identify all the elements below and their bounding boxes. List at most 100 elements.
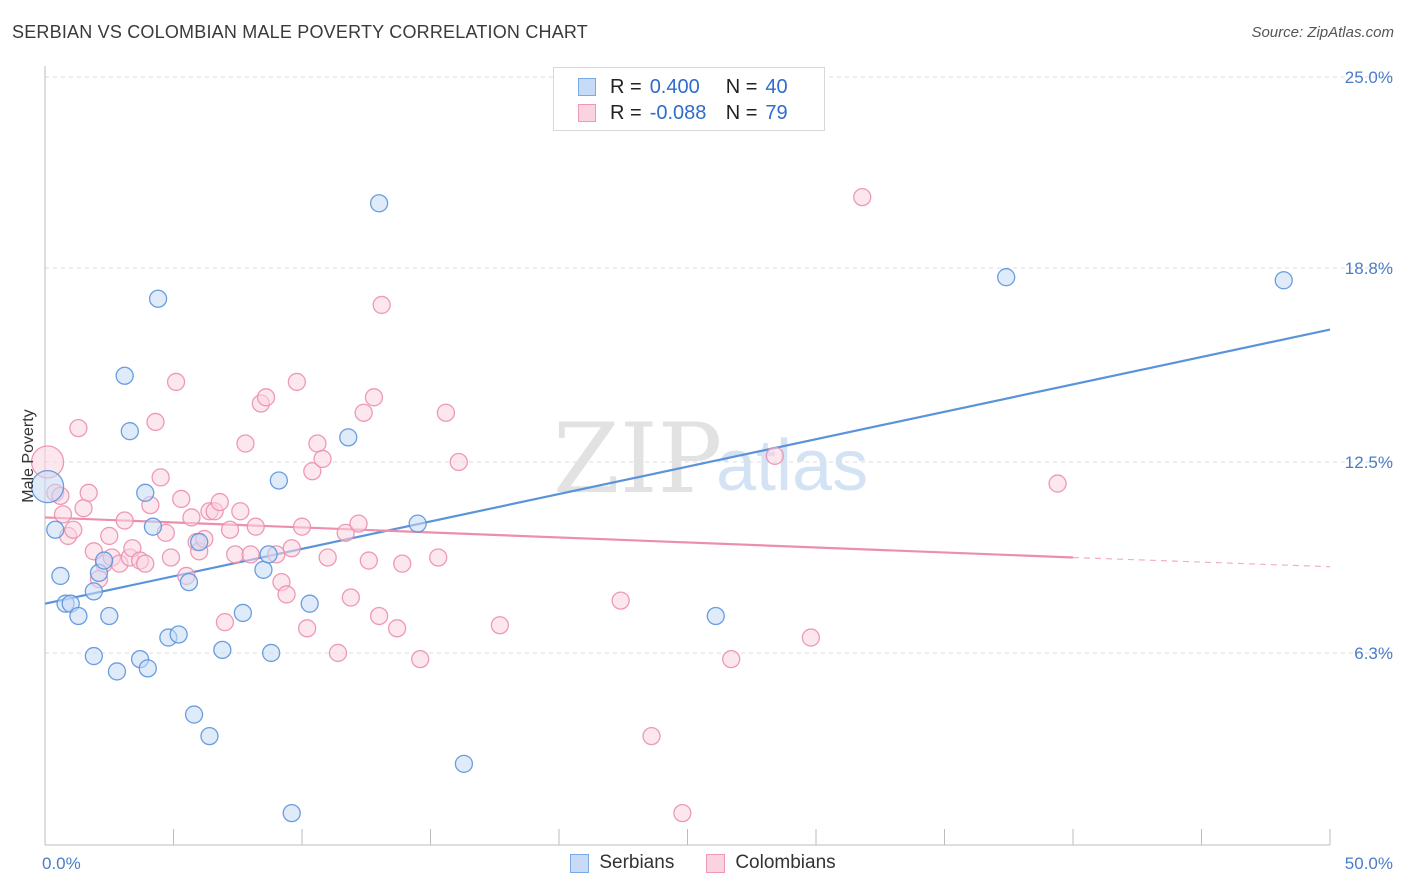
data-point-colombians xyxy=(336,523,355,542)
data-point-serbians xyxy=(233,603,253,623)
data-point-colombians xyxy=(853,187,872,207)
data-point-serbians xyxy=(300,594,319,613)
data-point-colombians xyxy=(436,403,456,422)
y-tick-label: 12.5% xyxy=(1345,453,1393,472)
legend-n-value: 79 xyxy=(765,101,788,124)
data-point-colombians xyxy=(364,388,384,407)
data-point-serbians xyxy=(408,514,427,533)
data-point-colombians xyxy=(287,372,307,392)
data-point-colombians xyxy=(292,517,312,536)
data-point-serbians xyxy=(1274,271,1293,290)
data-point-colombians xyxy=(303,462,322,481)
data-point-colombians xyxy=(100,526,119,546)
data-point-colombians xyxy=(354,403,373,422)
legend-item-serbians[interactable]: Serbians xyxy=(570,852,674,874)
legend-swatch-colombians xyxy=(706,853,726,873)
data-point-colombians xyxy=(490,616,510,635)
data-point-colombians xyxy=(64,520,83,539)
data-point-colombians xyxy=(277,585,296,604)
data-point-colombians xyxy=(282,539,301,558)
tick-labels: 6.3% 12.5% 18.8% 25.0% 0.0% 50.0% xyxy=(42,68,1393,873)
data-point-colombians xyxy=(210,492,229,512)
watermark: ZIP atlas xyxy=(553,403,868,515)
data-point-serbians xyxy=(179,572,199,592)
data-point-colombians xyxy=(241,545,260,564)
legend-r-value: 0.400 xyxy=(649,75,700,98)
data-point-colombians xyxy=(161,548,181,567)
data-point-serbians xyxy=(84,646,103,666)
trend-line-colombians xyxy=(44,516,1074,559)
data-point-colombians xyxy=(349,514,368,533)
data-point-colombians xyxy=(328,643,348,663)
data-point-serbians xyxy=(262,643,281,663)
data-point-colombians xyxy=(313,449,332,469)
y-tick-label: 18.8% xyxy=(1345,259,1393,278)
data-point-serbians xyxy=(107,662,127,681)
legend-n-label: N = xyxy=(725,75,758,98)
data-point-colombians xyxy=(74,499,93,518)
data-point-serbians xyxy=(190,532,209,552)
data-point-colombians xyxy=(722,649,741,669)
data-point-colombians xyxy=(297,619,317,638)
data-point-serbians xyxy=(706,606,725,626)
data-point-colombians xyxy=(611,591,630,610)
data-point-serbians xyxy=(138,659,157,678)
data-point-colombians xyxy=(172,489,191,509)
y-tick-label: 6.3% xyxy=(1354,644,1393,663)
data-point-serbians xyxy=(136,483,155,502)
data-point-colombians xyxy=(642,726,661,746)
data-point-serbians xyxy=(369,194,389,213)
legend-row-serbians: R = 0.400 N = 40 xyxy=(578,75,788,99)
data-point-serbians xyxy=(51,566,70,586)
x-tick-label: 50.0% xyxy=(1345,854,1393,873)
y-axis-label: Male Poverty xyxy=(20,409,37,502)
data-point-colombians xyxy=(236,434,255,453)
data-point-serbians xyxy=(30,469,65,504)
watermark-atlas: atlas xyxy=(716,426,868,506)
data-point-colombians xyxy=(801,628,821,647)
legend-item-colombians[interactable]: Colombians xyxy=(706,852,836,874)
data-point-serbians xyxy=(339,428,358,447)
data-point-colombians xyxy=(308,434,327,453)
data-point-serbians xyxy=(213,640,232,660)
stats-legend: R = 0.400 N = 40 R = -0.088 N = 79 xyxy=(553,67,825,131)
data-point-serbians xyxy=(69,606,88,626)
data-point-colombians xyxy=(393,554,412,573)
data-point-colombians xyxy=(341,588,360,607)
data-point-serbians xyxy=(143,517,163,536)
watermark-zip: ZIP xyxy=(553,403,722,515)
legend-swatch-serbians xyxy=(578,78,596,96)
data-point-colombians xyxy=(231,502,250,521)
series-legend: Serbians Colombians xyxy=(0,852,1406,874)
data-point-colombians xyxy=(69,418,88,438)
legend-n-value: 40 xyxy=(765,75,788,98)
data-point-colombians xyxy=(166,372,186,392)
data-point-serbians xyxy=(184,705,204,724)
data-point-colombians xyxy=(256,388,276,407)
legend-row-colombians: R = -0.088 N = 79 xyxy=(578,101,788,125)
data-point-serbians xyxy=(997,268,1016,287)
data-point-colombians xyxy=(115,511,134,530)
gridlines xyxy=(45,76,1395,654)
chart-title: SERBIAN VS COLOMBIAN MALE POVERTY CORREL… xyxy=(12,22,588,42)
data-point-colombians xyxy=(146,412,165,432)
data-point-serbians xyxy=(200,726,219,746)
legend-r-label: R = xyxy=(610,101,642,124)
x-tick-label: 0.0% xyxy=(42,854,81,873)
data-point-colombians xyxy=(359,551,378,570)
data-point-serbians xyxy=(120,422,139,441)
data-point-colombians xyxy=(79,483,98,502)
data-point-colombians xyxy=(136,554,155,573)
data-point-colombians xyxy=(220,520,240,539)
data-point-colombians xyxy=(246,517,265,536)
data-point-serbians xyxy=(269,471,289,490)
data-point-colombians xyxy=(372,295,391,315)
legend-swatch-colombians xyxy=(578,104,596,122)
data-point-serbians xyxy=(254,560,273,579)
data-point-colombians xyxy=(1048,474,1067,493)
legend-swatch-serbians xyxy=(570,853,590,873)
data-point-serbians xyxy=(148,289,168,308)
legend-r-label: R = xyxy=(610,75,642,98)
data-point-colombians xyxy=(369,606,389,626)
